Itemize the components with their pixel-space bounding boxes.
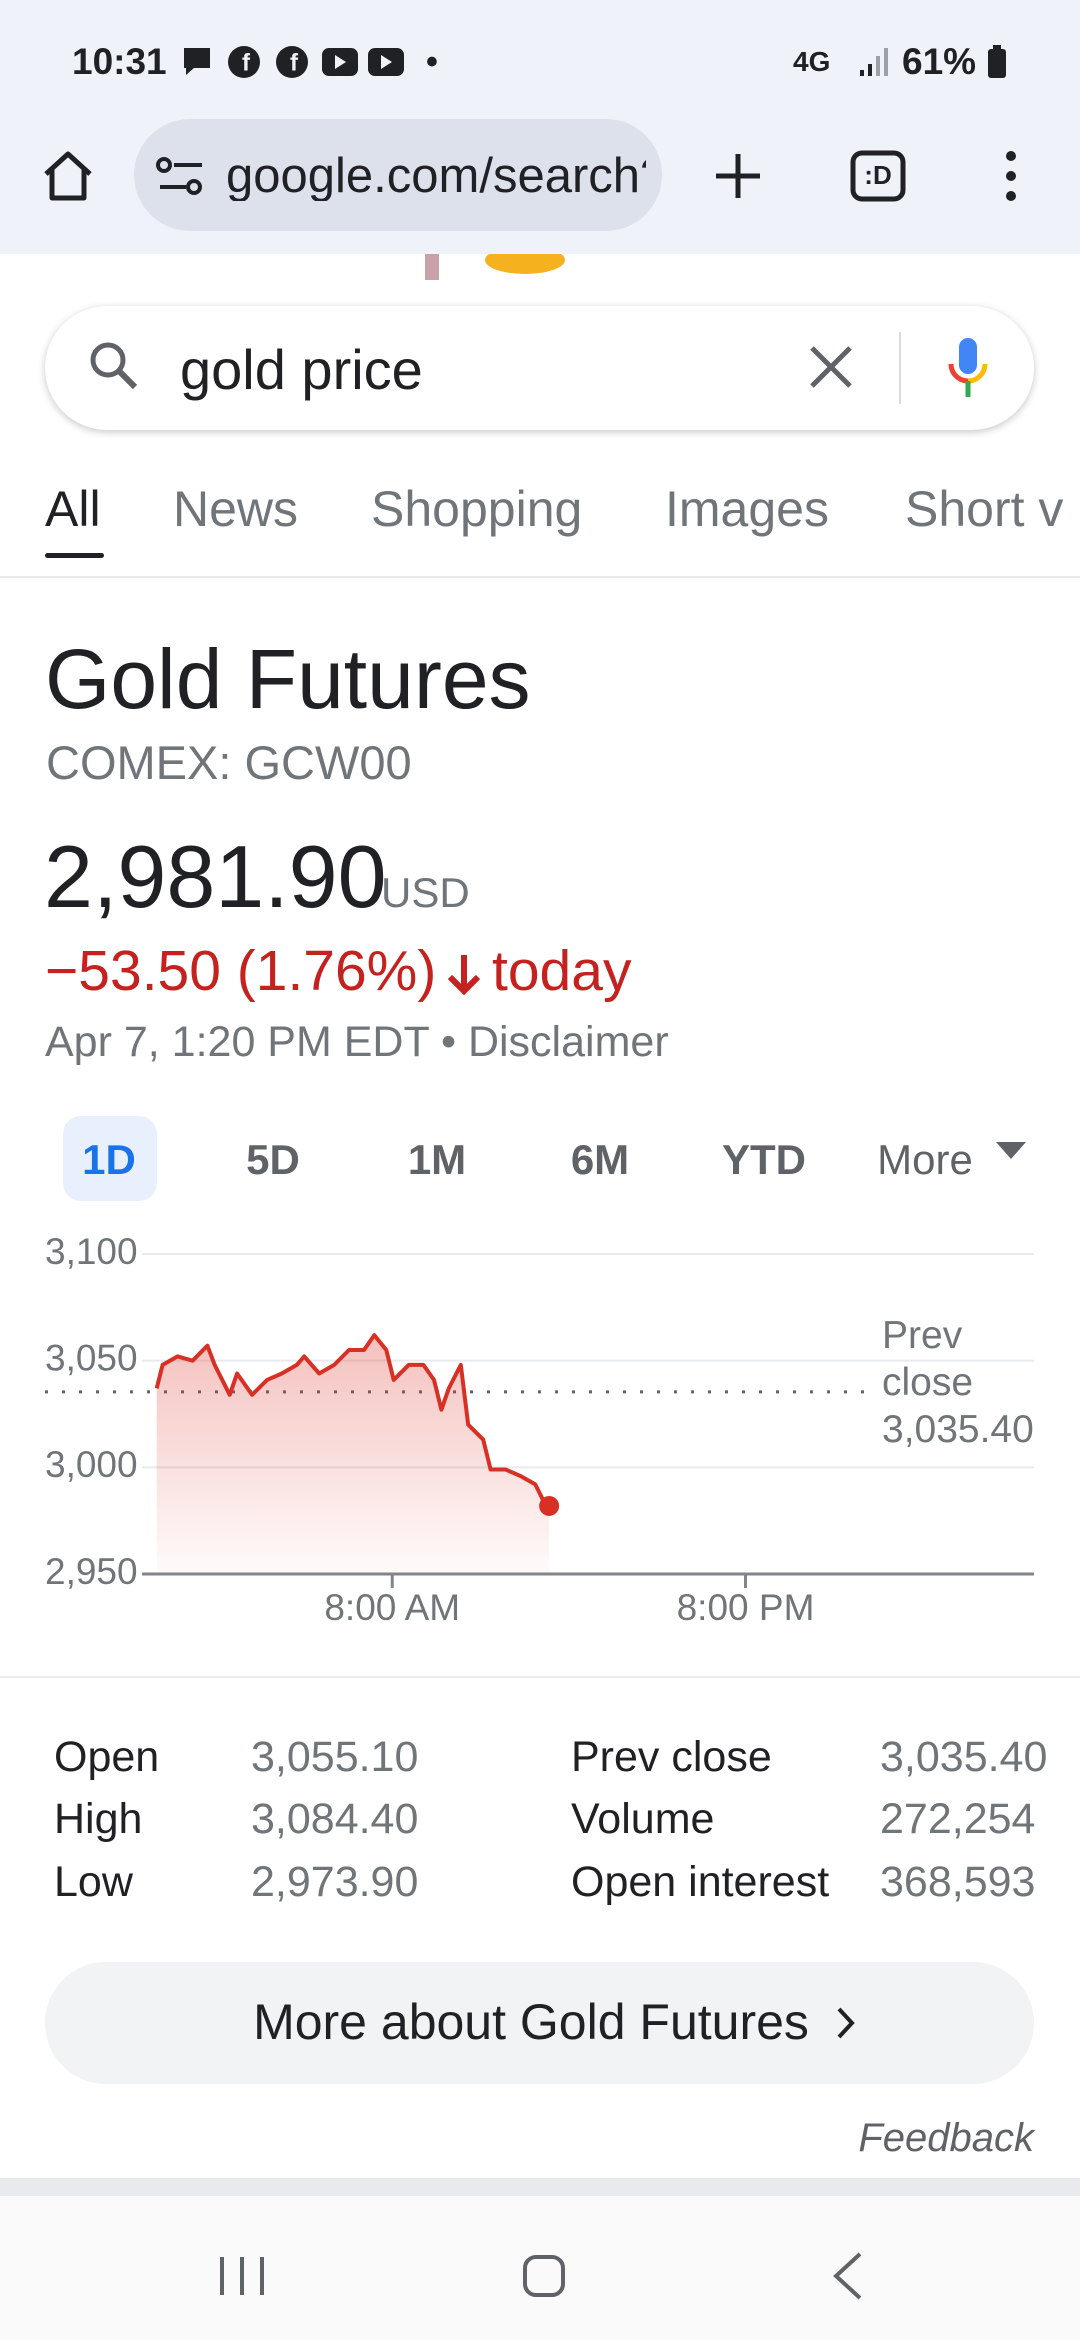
status-time: 10:31 xyxy=(72,41,167,82)
network-label: 4G xyxy=(793,46,831,77)
range-button[interactable]: 6M xyxy=(570,1136,630,1183)
range-button[interactable]: More xyxy=(877,1136,973,1183)
status-dot: • xyxy=(426,43,438,81)
menu-button[interactable] xyxy=(995,148,1027,204)
stat-label: Prev close xyxy=(571,1733,772,1781)
stat-label: Open interest xyxy=(571,1858,830,1906)
prev-close-value: 3,035.40 xyxy=(882,1407,1034,1451)
home-button[interactable] xyxy=(40,148,96,204)
svg-text::D: :D xyxy=(864,160,891,190)
stat-value: 2,973.90 xyxy=(251,1858,419,1906)
chevron-right xyxy=(837,2007,855,2039)
search-divider xyxy=(899,332,901,404)
stat-label: Volume xyxy=(571,1795,715,1843)
last-price-dot xyxy=(539,1495,560,1516)
quote-timestamp: Apr 7, 1:20 PM EDT • Disclaimer xyxy=(45,1021,669,1064)
stat-value: 3,084.40 xyxy=(251,1795,419,1843)
system-nav-bar xyxy=(0,2196,1080,2340)
chart-divider xyxy=(0,1676,1080,1678)
clear-button[interactable] xyxy=(806,342,856,392)
search-tab[interactable]: Shopping xyxy=(371,481,583,537)
price-line xyxy=(154,1333,551,1508)
stat-value: 272,254 xyxy=(880,1795,1036,1843)
active-tab-indicator xyxy=(45,553,104,558)
price-change: −53.50 (1.76%) xyxy=(45,939,437,1003)
signal-icon xyxy=(860,48,888,76)
doodle-fragment xyxy=(425,254,565,280)
battery-percent: 61% xyxy=(902,41,977,82)
search-tab[interactable]: Images xyxy=(665,481,829,537)
tab-switcher[interactable]: :D xyxy=(850,150,906,202)
y-tick-label: 3,000 xyxy=(45,1444,138,1485)
back-nav[interactable] xyxy=(833,2252,862,2300)
chart: 2,950 3,000 3,050 3,100 8:00 AM 8:00 PM xyxy=(45,1231,1034,1628)
prev-close-annotation: Prev close 3,035.40 xyxy=(882,1312,1034,1453)
more-about-label[interactable]: More about Gold Futures xyxy=(253,1994,809,2050)
voice-search[interactable] xyxy=(945,336,991,400)
separator: • xyxy=(440,1018,456,1066)
home-nav[interactable] xyxy=(523,2255,565,2297)
search-tab[interactable]: All xyxy=(45,481,101,537)
notification-icons: f f xyxy=(184,46,404,78)
x-tick-label: 8:00 AM xyxy=(324,1587,460,1628)
stat-label: Low xyxy=(54,1858,133,1906)
x-tick-label: 8:00 PM xyxy=(677,1587,815,1628)
url-text[interactable]: google.com/search? xyxy=(226,152,646,201)
feedback-link[interactable]: Feedback xyxy=(858,2116,1034,2160)
range-button[interactable]: 5D xyxy=(246,1136,300,1183)
range-button[interactable]: 1D xyxy=(82,1136,136,1183)
price: 2,981.90 xyxy=(44,827,387,926)
stat-value: 3,055.10 xyxy=(251,1733,419,1781)
instrument-name: Gold Futures xyxy=(45,632,531,726)
range-button[interactable]: YTD xyxy=(722,1136,806,1183)
recent-apps[interactable] xyxy=(220,2257,264,2295)
tabs-divider xyxy=(0,576,1080,578)
search-tab[interactable]: Short v xyxy=(905,484,1064,534)
new-tab-button[interactable] xyxy=(710,148,766,204)
search-box[interactable] xyxy=(45,306,1034,430)
site-info-icon[interactable] xyxy=(156,155,206,199)
change-period: today xyxy=(492,939,632,1003)
svg-text:f: f xyxy=(290,49,299,76)
down-arrow xyxy=(447,955,481,996)
more-about-button[interactable] xyxy=(45,1962,1034,2084)
stat-label: Open xyxy=(54,1733,160,1781)
disclaimer-link[interactable]: Disclaimer xyxy=(467,1018,669,1066)
range-button[interactable]: 1M xyxy=(407,1136,467,1183)
y-tick-label: 2,950 xyxy=(45,1551,138,1592)
stat-label: High xyxy=(54,1795,143,1843)
system-nav-buttons xyxy=(220,2252,862,2300)
section-gap xyxy=(0,2178,1080,2196)
search-tab[interactable]: News xyxy=(173,481,299,537)
active-range-pill xyxy=(63,1116,157,1201)
currency: USD xyxy=(381,869,470,916)
timestamp: Apr 7, 1:20 PM EDT xyxy=(45,1018,429,1066)
search-icon xyxy=(90,342,138,390)
prev-close-label: Prev close xyxy=(882,1313,974,1404)
stat-value: 368,593 xyxy=(880,1858,1036,1906)
stat-value: 3,035.40 xyxy=(880,1733,1048,1781)
more-dropdown-arrow[interactable] xyxy=(994,1140,1028,1162)
svg-text:f: f xyxy=(242,49,251,76)
y-tick-label: 3,050 xyxy=(45,1337,138,1378)
instrument-symbol: COMEX: GCW00 xyxy=(46,736,412,789)
url-bar[interactable] xyxy=(134,119,662,231)
search-query[interactable]: gold price xyxy=(180,338,423,401)
battery-icon xyxy=(988,45,1006,78)
y-tick-label: 3,100 xyxy=(45,1231,138,1272)
